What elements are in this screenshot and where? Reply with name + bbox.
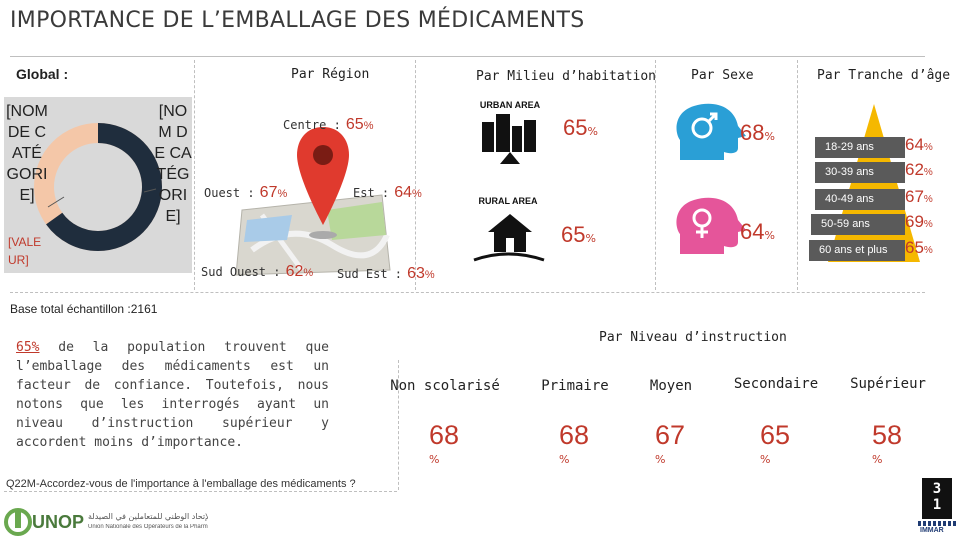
rural-area-icon: RURAL AREA (473, 196, 545, 262)
summary-text: de la population trouvent que l’emballag… (16, 340, 329, 450)
region-est: Est : 64% (353, 182, 422, 202)
global-label: Global : (16, 66, 69, 82)
title-divider (10, 56, 925, 57)
education-level-name: Primaire (541, 378, 609, 394)
footnote-divider (4, 491, 397, 492)
education-level-name: Supérieur (850, 376, 926, 392)
education-level-value: 65 (760, 420, 791, 450)
milieu-label: Par Milieu d’habitation (476, 69, 657, 84)
region-est-label: Est : (353, 186, 390, 200)
donut-leader-left (47, 196, 65, 208)
female-head-icon (676, 197, 746, 254)
divider-milieu-sexe (655, 60, 656, 290)
divider-global-region (194, 60, 195, 290)
age-range-label: 30-39 ans (815, 162, 905, 183)
svg-text:URBAN AREA: URBAN AREA (480, 100, 541, 110)
urban-area-icon: URBAN AREA (480, 100, 541, 164)
unop-french-name: Union Nationale des Opérateurs de la Pha… (88, 524, 208, 530)
region-centre-label: Centre : (283, 118, 341, 132)
immar-logo-dots (918, 521, 956, 526)
age-range-value: 64% (905, 135, 933, 154)
age-range-label: 40-49 ans (815, 189, 905, 210)
divider-horizontal (10, 292, 925, 293)
region-sud-est: Sud Est : 63% (337, 263, 435, 283)
education-level-pct: % (872, 453, 883, 466)
page-title: IMPORTANCE DE L’EMBALLAGE DES MÉDICAMENT… (10, 8, 585, 33)
donut-right-label: [NOM DE CATÉGORIE] (154, 103, 192, 225)
region-ouest: Ouest : 67% (204, 182, 287, 202)
education-level-pct: % (760, 453, 771, 466)
region-sud-ouest: Sud Ouest : 62% (201, 261, 313, 281)
immar-logo-text: IMMAR (920, 527, 944, 534)
question-footnote: Q22M-Accordez-vous de l'importance à l'e… (6, 478, 356, 490)
education-level-value: 67 (655, 420, 686, 450)
divider-sexe-age (797, 60, 798, 290)
divider-paragraph-education (398, 360, 399, 490)
education-level-name: Secondaire (733, 376, 819, 392)
age-range-value: 69% (905, 212, 933, 231)
donut-main-segment (34, 123, 162, 251)
divider-region-milieu (415, 60, 416, 290)
education-level-name: Moyen (649, 378, 693, 394)
education-level-pct: % (655, 453, 666, 466)
milieu-rural-value: 65% (561, 222, 596, 247)
donut-left-label: [NOM DE CATÉGORIE] (6, 103, 48, 204)
region-sud-ouest-label: Sud Ouest : (201, 265, 281, 279)
age-range-value: 62% (905, 160, 933, 179)
region-est-value: 64% (394, 184, 422, 201)
location-pin-icon (297, 127, 349, 239)
donut-left-value: [VALEUR] (8, 235, 42, 267)
region-label: Par Région (291, 67, 370, 82)
sexe-female-value: 64% (740, 219, 775, 244)
education-level-name: Non scolarisé (390, 378, 500, 394)
region-ouest-value: 67% (259, 184, 288, 201)
region-centre: Centre : 65% (283, 114, 373, 134)
donut-leader-right (143, 188, 157, 193)
region-centre-value: 65% (345, 116, 374, 133)
education-level-pct: % (559, 453, 570, 466)
milieu-urban-value: 65% (563, 115, 598, 140)
education-level-value: 68 (429, 420, 460, 450)
unop-arabic-name: الإتحاد الوطني للمتعاملين في الصيدلة (88, 512, 208, 521)
svg-text:RURAL AREA: RURAL AREA (478, 196, 538, 206)
region-sud-est-label: Sud Est : (337, 267, 403, 281)
region-sud-ouest-value: 62% (285, 263, 314, 280)
age-label: Par Tranche d’âge (817, 68, 951, 83)
region-sud-est-value: 63% (407, 265, 435, 282)
age-range-value: 67% (905, 187, 933, 206)
age-range-value: 65% (905, 238, 933, 257)
age-range-label: 60 ans et plus (809, 240, 905, 261)
base-sample: Base total échantillon :2161 (10, 302, 158, 316)
unop-logo-text: UNOP (32, 512, 85, 532)
education-label: Par Niveau d’instruction (599, 330, 787, 345)
summary-highlight: 65% (16, 340, 40, 355)
region-ouest-label: Ouest : (204, 186, 255, 200)
education-level-value: 68 (559, 420, 590, 450)
global-donut-panel: [NOM DE CATÉGORIE] [VALEUR] [NOM DE CATÉ… (4, 97, 192, 273)
global-donut-chart (34, 123, 162, 251)
sexe-male-value: 68% (740, 120, 775, 145)
age-range-label: 18-29 ans (815, 137, 905, 158)
sexe-label: Par Sexe (691, 68, 754, 83)
summary-paragraph: 65% de la population trouvent que l’emba… (16, 338, 329, 452)
education-level-pct: % (429, 453, 440, 466)
male-head-icon (676, 103, 746, 160)
education-level-value: 58 (872, 420, 903, 450)
age-range-label: 50-59 ans (811, 214, 905, 235)
unop-logo-icon (4, 508, 32, 536)
